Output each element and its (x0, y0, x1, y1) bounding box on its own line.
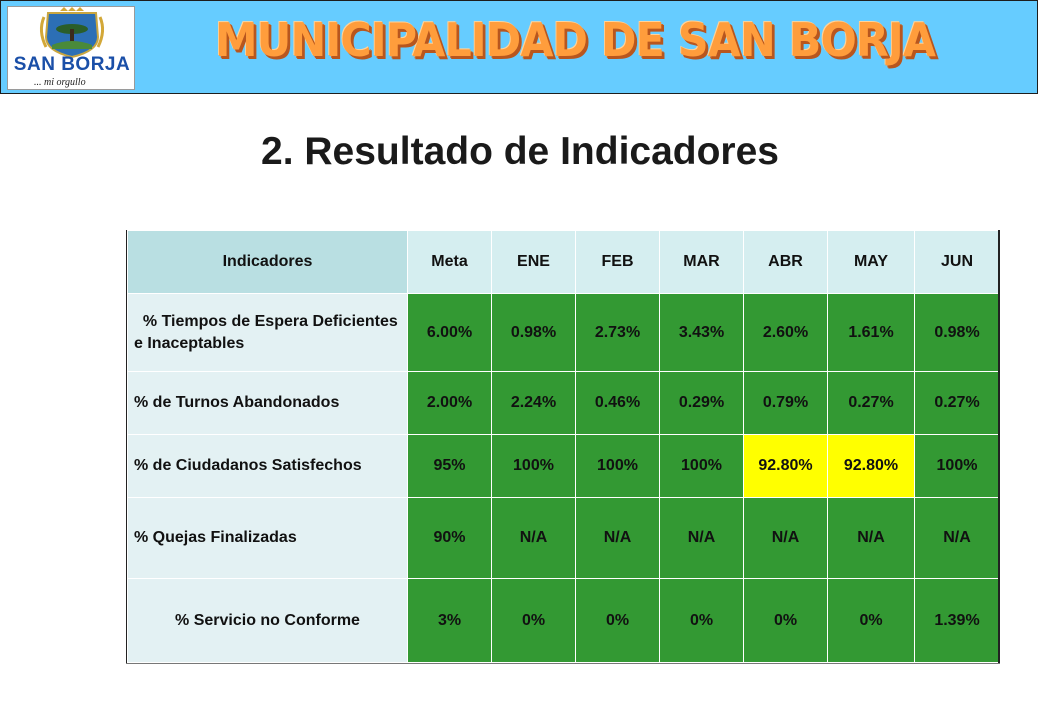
table-row: % Tiempos de Espera Deficientes e Inacep… (127, 293, 1000, 372)
cell-value: 3% (407, 578, 492, 663)
column-header-feb: FEB (575, 230, 660, 294)
san-borja-logo: SAN BORJA ... mi orgullo (7, 6, 135, 90)
cell-value: 0% (827, 578, 915, 663)
organization-title: MUNICIPALIDAD DE SAN BORJA (215, 13, 936, 67)
cell-value: 95% (407, 434, 492, 498)
cell-value: N/A (659, 497, 744, 579)
column-header-ene: ENE (491, 230, 576, 294)
table-row: % Servicio no Conforme 3% 0% 0% 0% 0% 0%… (127, 578, 1000, 663)
cell-value: 0.98% (491, 293, 576, 372)
column-header-abr: ABR (743, 230, 828, 294)
cell-value: 2.60% (743, 293, 828, 372)
column-header-jun: JUN (914, 230, 1000, 294)
table-row: % Quejas Finalizadas 90% N/A N/A N/A N/A… (127, 497, 1000, 579)
cell-value: 0% (575, 578, 660, 663)
crest-icon (39, 7, 105, 59)
cell-value: 100% (659, 434, 744, 498)
table-right-edge (998, 230, 1000, 664)
row-label: % Tiempos de Espera Deficientes e Inacep… (127, 293, 408, 372)
logo-tagline: ... mi orgullo (34, 77, 86, 88)
cell-value: 0.27% (914, 371, 1000, 435)
cell-value: N/A (743, 497, 828, 579)
table-row: % de Ciudadanos Satisfechos 95% 100% 100… (127, 434, 1000, 498)
cell-value: N/A (827, 497, 915, 579)
header-banner: SAN BORJA ... mi orgullo MUNICIPALIDAD D… (0, 0, 1038, 94)
column-header-may: MAY (827, 230, 915, 294)
cell-value: 0.27% (827, 371, 915, 435)
cell-value: 0% (491, 578, 576, 663)
cell-value: 0.98% (914, 293, 1000, 372)
column-header-meta: Meta (407, 230, 492, 294)
row-label: % Quejas Finalizadas (127, 497, 408, 579)
table-header-row: Indicadores Meta ENE FEB MAR ABR MAY JUN (127, 230, 1000, 294)
cell-value: N/A (575, 497, 660, 579)
cell-value: 0.29% (659, 371, 744, 435)
logo-name: SAN BORJA (13, 54, 131, 75)
cell-value: 6.00% (407, 293, 492, 372)
row-label: % de Ciudadanos Satisfechos (127, 434, 408, 498)
cell-value: 0.46% (575, 371, 660, 435)
cell-value: 90% (407, 497, 492, 579)
cell-value: 1.39% (914, 578, 1000, 663)
cell-value: 1.61% (827, 293, 915, 372)
row-label: % Servicio no Conforme (127, 578, 408, 663)
cell-value: 0.79% (743, 371, 828, 435)
indicators-table: Indicadores Meta ENE FEB MAR ABR MAY JUN… (127, 230, 1000, 663)
table-left-edge (126, 230, 127, 664)
cell-value-warning: 92.80% (827, 434, 915, 498)
table-bottom-edge (126, 663, 1000, 664)
table-row: % de Turnos Abandonados 2.00% 2.24% 0.46… (127, 371, 1000, 435)
row-label: % de Turnos Abandonados (127, 371, 408, 435)
cell-value: N/A (914, 497, 1000, 579)
cell-value: 2.73% (575, 293, 660, 372)
column-header-mar: MAR (659, 230, 744, 294)
cell-value: 0% (659, 578, 744, 663)
cell-value: 2.00% (407, 371, 492, 435)
column-header-indicadores: Indicadores (127, 230, 408, 294)
page-title: 2. Resultado de Indicadores (261, 130, 779, 173)
cell-value: 100% (575, 434, 660, 498)
cell-value-warning: 92.80% (743, 434, 828, 498)
cell-value: 100% (491, 434, 576, 498)
cell-value: 3.43% (659, 293, 744, 372)
cell-value: N/A (491, 497, 576, 579)
cell-value: 0% (743, 578, 828, 663)
cell-value: 2.24% (491, 371, 576, 435)
cell-value: 100% (914, 434, 1000, 498)
